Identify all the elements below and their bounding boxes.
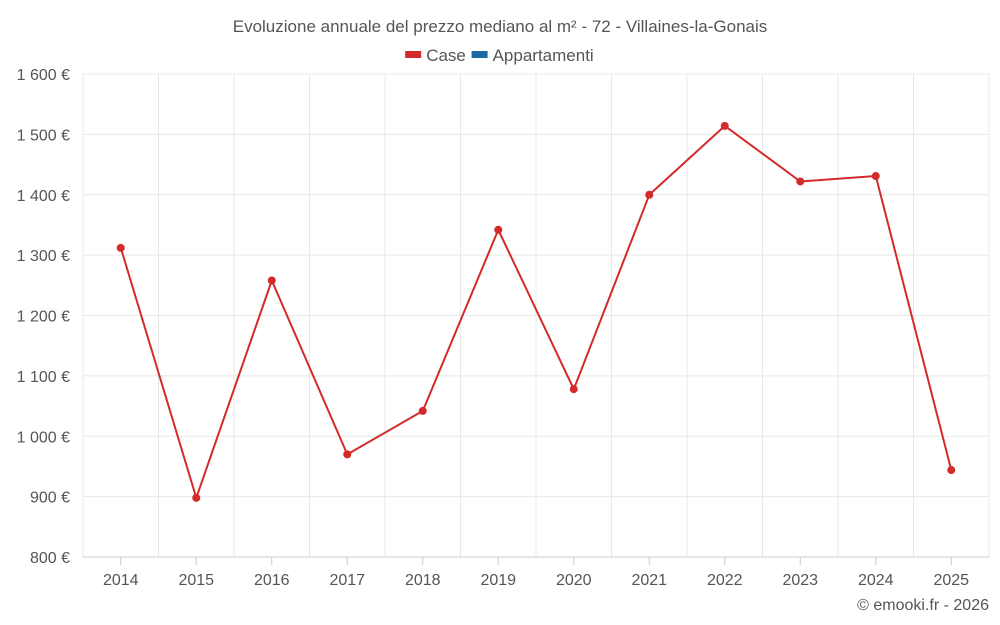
data-point (494, 225, 503, 234)
x-tick-label: 2021 (631, 572, 667, 589)
credit-text: © emooki.fr - 2026 (857, 597, 989, 614)
y-axis: 1 600 € 1 500 € 1 400 € 1 300 € 1 200 € 1 100… (17, 67, 70, 567)
data-point (418, 406, 427, 415)
x-tick-label: 2016 (254, 572, 290, 589)
data-point (720, 121, 729, 130)
x-tick-label: 2024 (858, 572, 894, 589)
x-tick-label: 2019 (480, 572, 516, 589)
y-tick-label: 1 300 € (17, 248, 70, 265)
x-tick-label: 2014 (103, 572, 139, 589)
x-tick-label: 2022 (707, 572, 743, 589)
x-tick-label: 2020 (556, 572, 592, 589)
y-tick-label: 1 200 € (17, 309, 70, 326)
data-point (796, 177, 805, 186)
legend-swatch-case (405, 51, 422, 58)
legend-swatch-appartamenti (471, 51, 488, 58)
series-line-case (119, 124, 953, 499)
data-point (569, 385, 578, 394)
legend: Case Appartamenti (405, 46, 594, 65)
data-point (116, 243, 125, 252)
y-tick-label: 1 500 € (17, 127, 70, 144)
x-tick-label: 2018 (405, 572, 441, 589)
data-point (947, 466, 956, 475)
x-tick-label: 2025 (933, 572, 969, 589)
y-tick-label: 1 000 € (17, 429, 70, 446)
x-tick-label: 2017 (329, 572, 365, 589)
y-tick-label: 800 € (30, 550, 70, 567)
data-point (871, 172, 880, 181)
y-tick-label: 1 600 € (17, 67, 70, 84)
x-tick-label: 2023 (782, 572, 818, 589)
data-point (267, 276, 276, 285)
grid (82, 73, 990, 557)
chart-title: Evoluzione annuale del prezzo mediano al… (233, 17, 768, 36)
y-tick-label: 900 € (30, 490, 70, 507)
data-point (192, 493, 201, 502)
legend-label-appartamenti: Appartamenti (493, 46, 594, 65)
y-tick-label: 1 400 € (17, 188, 70, 205)
x-tick-label: 2015 (178, 572, 214, 589)
data-point (645, 190, 654, 199)
x-axis: 2014 2015 2016 2017 2018 2019 2020 2021 2022 2023… (83, 556, 989, 589)
y-tick-label: 1 100 € (17, 369, 70, 386)
legend-label-case: Case (426, 46, 466, 65)
data-point (343, 450, 352, 459)
series-layer (116, 121, 956, 502)
